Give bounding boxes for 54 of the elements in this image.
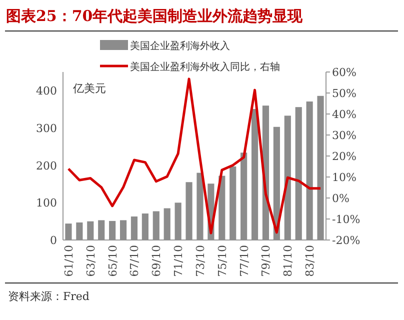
y-tick-label: 100 <box>36 196 57 210</box>
bar <box>109 220 116 240</box>
x-tick-label: 69/10 <box>150 245 164 277</box>
y-tick-label: 200 <box>36 159 57 172</box>
bar <box>218 176 226 240</box>
chart-title: 图表25：70年代起美国制造业外流趋势显现 <box>6 7 304 25</box>
bar <box>120 220 127 240</box>
bar <box>87 221 94 240</box>
x-tick-label: 71/10 <box>172 245 186 277</box>
bar <box>186 182 192 240</box>
y2-tick-label: 30% <box>332 129 356 142</box>
bar <box>76 222 83 240</box>
bar <box>251 108 258 240</box>
y2-tick-label: -10% <box>332 213 360 226</box>
x-tick-label: 75/10 <box>216 245 229 277</box>
x-tick-label: 65/10 <box>106 245 120 277</box>
bar <box>230 166 236 240</box>
y2-tick-label: 60% <box>332 66 356 79</box>
x-tick-label: 83/10 <box>304 245 317 277</box>
text: 资料来源：Fred <box>8 290 90 303</box>
bar <box>273 126 280 240</box>
bar <box>130 216 138 240</box>
x-tick-label: 77/10 <box>238 245 251 277</box>
y2-tick-label: 10% <box>332 171 356 184</box>
bar <box>142 213 148 240</box>
y2-tick-label: 50% <box>332 87 356 100</box>
bar <box>240 152 248 240</box>
bar <box>98 220 105 240</box>
bar <box>306 101 313 240</box>
x-tick-label: 81/10 <box>282 245 295 277</box>
y2-tick-label: -20% <box>332 234 360 247</box>
x-tick-label: 61/10 <box>62 245 76 277</box>
bar <box>164 208 170 240</box>
y-tick-label: 300 <box>36 122 57 135</box>
y2-tick-label: 20% <box>332 150 356 163</box>
bar <box>65 224 72 240</box>
x-tick-label: 67/10 <box>128 245 142 277</box>
bar <box>284 116 291 240</box>
y-axis-title: 亿美元 <box>72 82 106 95</box>
legend-label: 美国企业盈利海外收入 <box>130 40 230 52</box>
bar <box>174 202 182 240</box>
bar <box>317 96 324 240</box>
y-tick-label: 400 <box>36 84 57 98</box>
bar <box>295 107 302 240</box>
y-tick-label: 0 <box>50 234 57 247</box>
bar <box>196 172 204 240</box>
legend-label: 美国企业盈利海外收入同比，右轴 <box>130 61 280 73</box>
y2-tick-label: 40% <box>332 108 356 121</box>
x-tick-label: 79/10 <box>260 245 273 277</box>
x-tick-label: 73/10 <box>194 245 207 277</box>
x-tick-label: 63/10 <box>84 245 98 277</box>
y2-tick-label: 0% <box>332 192 350 205</box>
bar <box>152 211 160 240</box>
line-series <box>67 78 322 234</box>
